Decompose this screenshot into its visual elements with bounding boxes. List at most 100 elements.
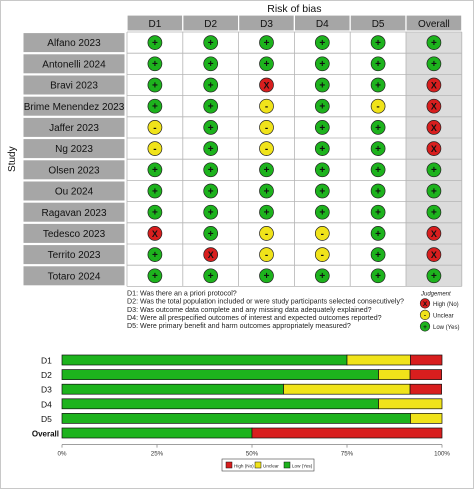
judgement-symbol: + xyxy=(319,123,325,134)
summary-legend-box xyxy=(221,458,315,472)
judgement-low-marker xyxy=(203,120,219,135)
x-tick-label: 100% xyxy=(434,451,450,458)
summary-legend-unclear-swatch xyxy=(254,461,262,469)
judgement-symbol: + xyxy=(375,165,381,176)
domain-footnote: D5: Were primary benefit and harm outcom… xyxy=(127,322,351,330)
judgement-symbol: + xyxy=(264,186,270,197)
judgement-symbol: + xyxy=(264,165,270,176)
legend-symbol: + xyxy=(423,324,427,331)
judgement-symbol: X xyxy=(431,123,437,133)
judgement-symbol: + xyxy=(208,208,214,219)
study-label-cell xyxy=(22,32,126,54)
judgement-symbol: + xyxy=(264,38,270,49)
judgement-symbol: X xyxy=(431,144,437,154)
judgement-symbol: + xyxy=(431,186,437,197)
judgement-symbol: + xyxy=(208,165,214,176)
judgement-low-marker xyxy=(314,35,330,50)
judgement-symbol: - xyxy=(265,229,268,240)
study-label: Jaffer 2023 xyxy=(49,123,99,134)
judgement-unclear-marker xyxy=(259,226,274,241)
judgement-symbol: + xyxy=(152,186,158,197)
judgement-high-marker xyxy=(426,77,442,93)
judgement-symbol: - xyxy=(265,102,268,113)
judgement-symbol: + xyxy=(319,186,325,197)
category-label: D4 xyxy=(41,399,52,409)
judgement-low-marker xyxy=(370,204,386,220)
judgement-symbol: + xyxy=(152,59,158,70)
judgement-symbol: + xyxy=(208,102,214,113)
study-label: Territo 2023 xyxy=(48,250,101,261)
study-label-cell xyxy=(22,201,126,223)
judgement-high-marker xyxy=(426,120,442,135)
bar-segment-unclear xyxy=(410,413,443,424)
judgement-symbol: + xyxy=(208,229,214,240)
bar-segment-high xyxy=(251,427,443,439)
judgement-low-marker xyxy=(259,183,274,199)
judgement-unclear-marker xyxy=(314,226,330,241)
study-label-cell xyxy=(22,53,126,75)
study-label: Totaro 2024 xyxy=(48,271,101,282)
risk-of-bias-summary-plot: D1 D2 D3 D4 D5 Overall 0% 25% 50% 75% 100% High (No… xyxy=(32,354,450,472)
study-label: Bravi 2023 xyxy=(50,81,98,92)
judgement-low-marker xyxy=(314,120,330,135)
judgement-symbol: + xyxy=(375,271,381,282)
judgement-low-marker xyxy=(259,204,274,220)
domain-header-label: Overall xyxy=(418,19,450,30)
judgement-high-marker xyxy=(203,247,219,262)
judgement-symbol: X xyxy=(431,229,437,239)
judgement-symbol: + xyxy=(319,38,325,49)
judgement-low-marker xyxy=(426,268,442,284)
bar-segment-low xyxy=(61,427,253,439)
judgement-low-marker xyxy=(314,56,330,72)
judgement-symbol: X xyxy=(431,102,437,112)
category-label: D3 xyxy=(41,385,52,395)
judgement-symbol: - xyxy=(376,102,379,113)
judgement-unclear-marker xyxy=(259,98,274,114)
judgement-unclear-marker xyxy=(314,247,330,262)
judgement-symbol: X xyxy=(431,250,437,260)
summary-legend-low-swatch xyxy=(283,461,291,469)
judgement-symbol: + xyxy=(375,38,381,49)
study-label-cell xyxy=(22,74,126,96)
domain-header-label: D3 xyxy=(260,19,273,30)
judgement-symbol: - xyxy=(265,250,268,261)
judgement-symbol: X xyxy=(152,229,158,239)
study-label-cell xyxy=(22,95,126,117)
judgement-low-marker xyxy=(314,162,330,178)
judgement-symbol: + xyxy=(375,250,381,261)
bar-segment-low xyxy=(61,369,379,380)
judgement-symbol: + xyxy=(375,208,381,219)
judgement-low-marker xyxy=(203,56,219,72)
judgement-low-marker xyxy=(370,77,386,93)
study-label: Ragavan 2023 xyxy=(41,208,106,219)
judgement-symbol: X xyxy=(263,80,269,90)
legend-symbol: - xyxy=(424,312,426,319)
domain-header-cell xyxy=(405,14,463,32)
judgement-symbol: - xyxy=(265,144,268,155)
bar-segment-low xyxy=(61,383,284,395)
judgement-low-marker xyxy=(370,268,386,284)
study-label-cell xyxy=(22,222,126,244)
judgement-low-marker xyxy=(370,162,386,178)
judgement-low-marker xyxy=(370,56,386,72)
judgement-symbol: + xyxy=(431,165,437,176)
judgement-low-marker xyxy=(370,120,386,135)
judgement-symbol: + xyxy=(208,59,214,70)
judgement-unclear-marker xyxy=(147,120,163,135)
domain-footnote: D1: Was there an a priori protocol? xyxy=(127,289,237,297)
judgement-low-marker xyxy=(370,247,386,262)
x-tick-label: 0% xyxy=(58,451,67,458)
risk-of-bias-traffic-light-plot: Risk of bias D1 D2 D3 D4 D5 Overall Study Alfano… xyxy=(7,2,463,332)
judgement-symbol: + xyxy=(319,59,325,70)
judgement-symbol: + xyxy=(375,59,381,70)
study-label: Ng 2023 xyxy=(55,144,93,155)
judgement-low-marker xyxy=(426,204,442,220)
legend-label: Low (Yes) xyxy=(433,325,459,331)
study-label: Alfano 2023 xyxy=(47,38,101,49)
judgement-low-marker xyxy=(203,77,219,93)
study-label-cell xyxy=(22,116,126,138)
title-band xyxy=(127,2,462,14)
judgement-symbol: + xyxy=(375,229,381,240)
judgement-low-marker xyxy=(314,141,330,156)
judgement-low-marker xyxy=(203,35,219,50)
